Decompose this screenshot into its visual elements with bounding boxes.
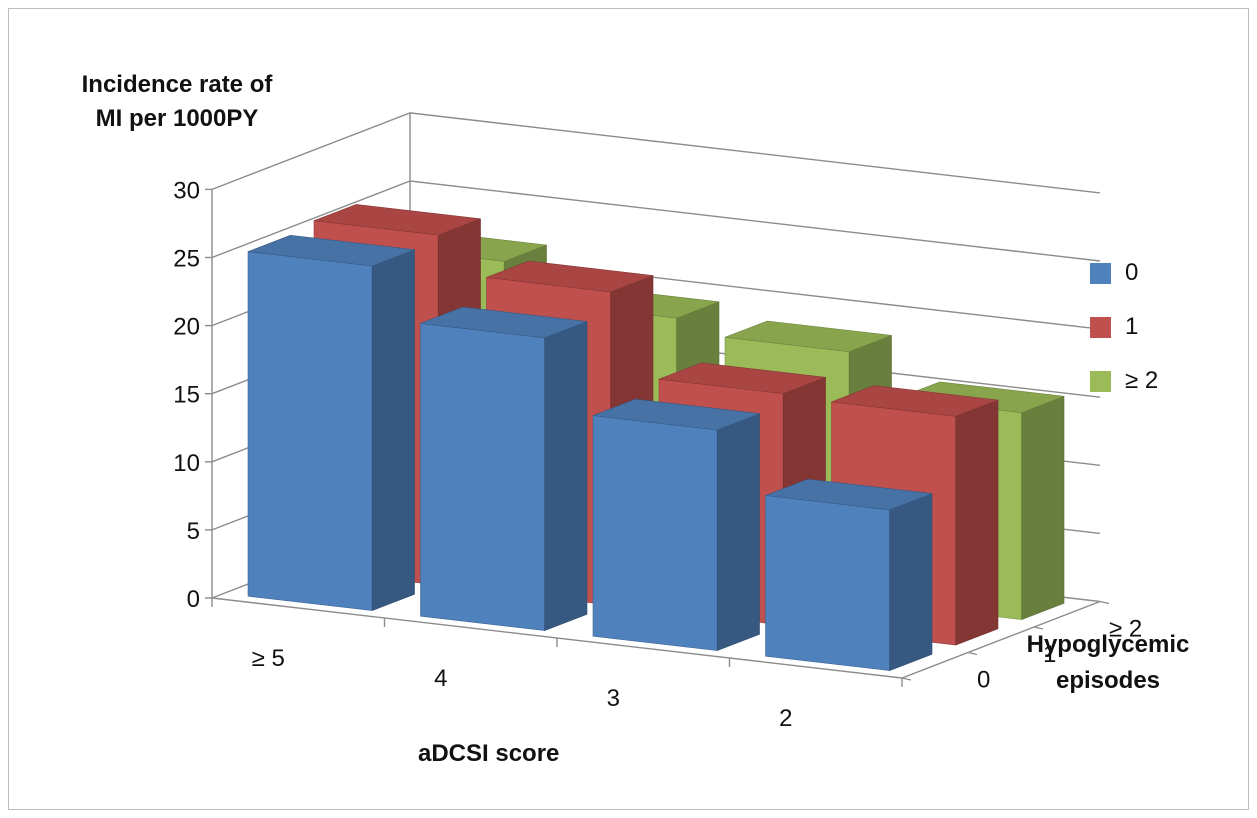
bar-front-face xyxy=(592,415,718,651)
x-axis-title: aDCSI score xyxy=(418,740,560,767)
bar-side-face xyxy=(955,399,999,646)
legend-item-series-1: 1 xyxy=(1090,300,1158,354)
legend-swatch-series-2 xyxy=(1090,370,1111,392)
legend-label-series-1: 1 xyxy=(1125,313,1139,340)
y-tick-label: 10 xyxy=(173,450,200,477)
depth-axis-title-line-1: Hypoglycemic xyxy=(1026,631,1190,658)
bar-front-face xyxy=(247,251,373,611)
y-tick-label: 15 xyxy=(173,382,200,409)
bar-side-face xyxy=(544,321,588,632)
x-tick-label: 2 xyxy=(779,705,792,732)
bar-top-face xyxy=(658,362,826,394)
depth-tick-mark xyxy=(1033,626,1044,630)
legend-item-series-2: ≥ 2 xyxy=(1090,354,1158,408)
legend-swatch-series-1 xyxy=(1090,316,1111,338)
bar-side-face xyxy=(371,249,415,612)
bar-front-face xyxy=(765,495,891,671)
gridline xyxy=(211,112,1101,194)
depth-tick-mark xyxy=(901,677,912,681)
y-axis-title-line-1: Incidence rate of xyxy=(81,71,273,98)
legend: 0 1 ≥ 2 xyxy=(1090,246,1158,408)
y-tick-label: 5 xyxy=(187,518,200,545)
legend-item-series-0: 0 xyxy=(1090,246,1158,300)
legend-swatch-series-0 xyxy=(1090,262,1111,284)
legend-label-series-2: ≥ 2 xyxy=(1125,367,1159,394)
x-tick-label: 4 xyxy=(434,665,447,692)
bars xyxy=(247,204,1065,672)
bar-series-0-cat-1 xyxy=(420,306,588,632)
legend-label-series-0: 0 xyxy=(1125,259,1139,286)
bar-top-face xyxy=(420,306,588,339)
bar-top-face xyxy=(592,398,760,431)
bar-top-face xyxy=(486,260,654,293)
bar-top-face xyxy=(765,478,933,511)
y-axis-title-line-2: MI per 1000PY xyxy=(95,105,259,132)
bar-series-0-cat-3 xyxy=(765,478,933,672)
depth-axis-title-line-2: episodes xyxy=(1055,667,1161,694)
y-tick-label: 0 xyxy=(187,586,200,613)
bar-top-face xyxy=(313,204,481,236)
y-tick-label: 25 xyxy=(173,246,200,273)
depth-tick-mark xyxy=(967,651,978,656)
bar-top-face xyxy=(247,234,415,267)
bar-side-face xyxy=(716,413,760,652)
depth-tick-label: 0 xyxy=(977,666,990,693)
depth-tick-label: 1 xyxy=(1043,641,1056,668)
bar-series-0-cat-2 xyxy=(592,398,760,652)
bar-front-face xyxy=(420,323,546,631)
bar-top-face xyxy=(724,320,892,353)
y-axis-title: Incidence rate of MI per 1000PY xyxy=(60,68,294,136)
y-tick-label: 30 xyxy=(173,177,200,204)
bar-series-0-cat-0 xyxy=(247,234,415,612)
depth-tick-mark xyxy=(1099,600,1110,605)
bar-top-face xyxy=(831,385,999,417)
depth-tick-label: ≥ 2 xyxy=(1109,615,1142,642)
x-tick-label: 3 xyxy=(607,685,620,712)
depth-axis-title: Hypoglycemic episodes xyxy=(1015,627,1201,699)
x-tick-label: ≥ 5 xyxy=(252,645,285,672)
bar-side-face xyxy=(889,493,933,672)
bar-side-face xyxy=(1021,395,1065,621)
y-tick-label: 20 xyxy=(173,314,200,341)
